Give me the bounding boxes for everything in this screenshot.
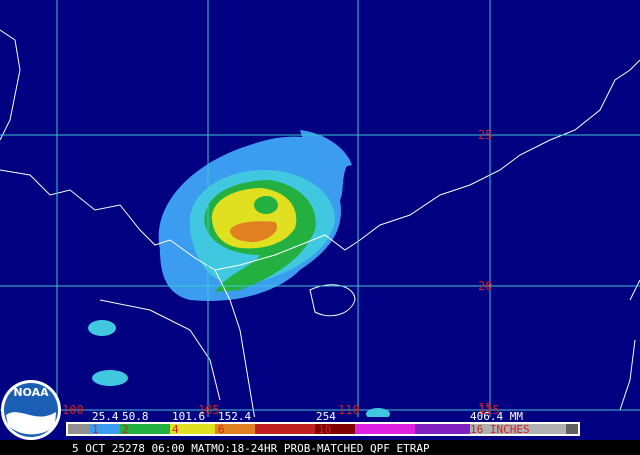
noaa-logo: NOAA xyxy=(1,380,61,440)
lat-lon-grid xyxy=(0,0,640,420)
lon-label: 100 xyxy=(62,403,84,417)
legend-inch-label: 6 xyxy=(218,423,225,436)
legend-inch-label: 16 INCHES xyxy=(470,423,530,436)
legend-mm-label: 25.4 xyxy=(92,410,119,423)
legend-inch-label: 10 xyxy=(318,423,331,436)
lat-label: 25 xyxy=(478,128,492,142)
logo-text: NOAA xyxy=(13,386,49,399)
legend-mm-label: 101.6 xyxy=(172,410,205,423)
coastlines xyxy=(0,29,640,421)
lon-label: 115 xyxy=(478,403,500,417)
legend-mm-label: 152.4 xyxy=(218,410,251,423)
precip-field xyxy=(88,130,390,420)
legend-inch-label: 1 xyxy=(92,423,99,436)
lat-label: 20 xyxy=(478,279,492,293)
lon-label: 105 xyxy=(198,403,220,417)
legend-inch-label: 2 xyxy=(122,423,129,436)
legend-mm-label: 50.8 xyxy=(122,410,149,423)
footer-caption: 5 OCT 25278 06:00 MATMO:18-24HR PROB-MAT… xyxy=(72,442,430,455)
legend-mm-label: 254 xyxy=(316,410,336,423)
lat-label: 15 xyxy=(478,401,492,415)
legend-inch-label: 4 xyxy=(172,423,179,436)
legend-mm-label: 406.4 MM xyxy=(470,410,523,423)
lon-label: 110 xyxy=(338,403,360,417)
